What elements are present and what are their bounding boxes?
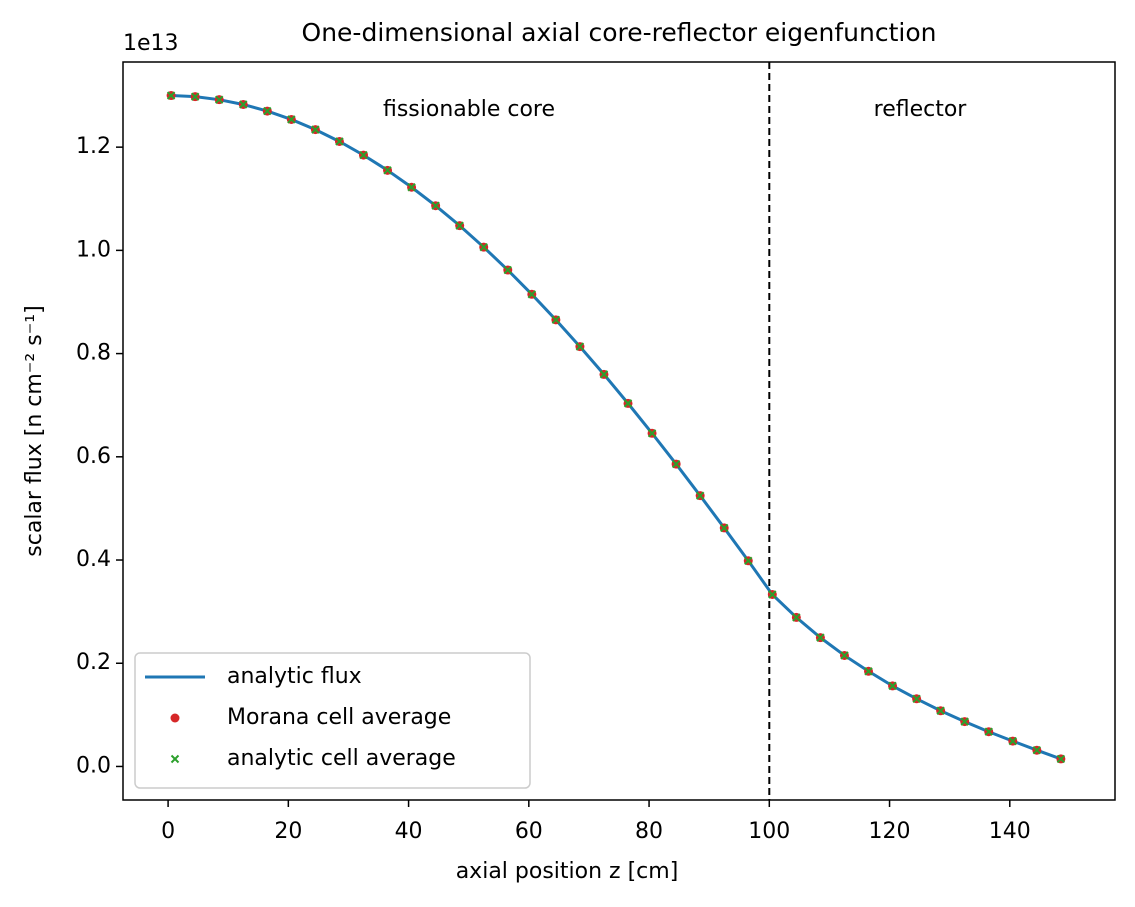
data-point xyxy=(166,91,176,100)
legend-key xyxy=(170,754,180,764)
data-point xyxy=(383,166,392,175)
x-tick-label: 140 xyxy=(989,819,1031,844)
data-point xyxy=(912,694,921,704)
data-point xyxy=(744,556,753,566)
data-point xyxy=(311,125,320,134)
y-tick-label: 0.8 xyxy=(76,341,111,366)
plot-frame xyxy=(122,61,1116,801)
data-point xyxy=(1008,736,1017,746)
data-point xyxy=(190,92,200,101)
x-tick-label: 0 xyxy=(161,819,175,844)
data-point xyxy=(984,727,993,736)
x-tick-label: 60 xyxy=(515,819,543,844)
y-offset-label: 1e13 xyxy=(123,31,179,56)
data-point xyxy=(720,523,729,533)
data-point xyxy=(864,667,873,676)
data-point xyxy=(768,590,777,599)
data-point xyxy=(816,633,825,642)
legend-key xyxy=(170,713,180,723)
data-point xyxy=(287,115,296,124)
data-point xyxy=(671,459,681,469)
data-point xyxy=(407,183,416,192)
y-tick-label: 0.4 xyxy=(76,547,111,572)
data-point xyxy=(623,399,633,408)
data-point xyxy=(214,95,224,104)
data-point xyxy=(647,429,657,438)
data-point xyxy=(359,150,368,160)
data-point xyxy=(551,315,561,325)
data-point xyxy=(335,137,344,146)
data-point xyxy=(263,106,272,116)
y-tick-label: 1.0 xyxy=(76,237,111,262)
x-axis-label: axial position z [cm] xyxy=(456,859,679,884)
y-axis-label: scalar flux [n cm⁻² s⁻¹] xyxy=(22,305,47,556)
data-point xyxy=(936,706,945,715)
chart-title: One-dimensional axial core-reflector eig… xyxy=(302,18,937,47)
data-point xyxy=(599,370,609,379)
data-point xyxy=(1056,754,1066,764)
data-point xyxy=(695,491,705,500)
data-point xyxy=(431,201,440,210)
data-point xyxy=(792,613,801,622)
x-tick-label: 40 xyxy=(395,819,423,844)
data-point xyxy=(1032,745,1042,755)
x-tick-label: 120 xyxy=(869,819,911,844)
data-point xyxy=(888,681,897,691)
y-tick-label: 0.2 xyxy=(76,650,111,675)
legend-box xyxy=(134,652,531,789)
y-tick-label: 0.6 xyxy=(76,444,111,469)
legend-label: analytic flux xyxy=(227,664,362,689)
y-tick-label: 0.0 xyxy=(76,753,111,778)
data-point xyxy=(575,342,585,351)
legend-label: analytic cell average xyxy=(227,746,456,771)
data-point xyxy=(960,717,969,726)
x-tick-label: 80 xyxy=(635,819,663,844)
data-point xyxy=(840,651,849,660)
x-tick-label: 20 xyxy=(274,819,302,844)
data-point xyxy=(503,265,512,275)
data-point xyxy=(527,290,537,299)
x-tick-label: 100 xyxy=(748,819,790,844)
region-label: fissionable core xyxy=(383,97,555,122)
data-point xyxy=(479,242,488,252)
legend-label: Morana cell average xyxy=(227,705,451,730)
data-point xyxy=(455,221,464,230)
data-point xyxy=(239,100,248,109)
y-tick-label: 1.2 xyxy=(76,134,111,159)
region-label: reflector xyxy=(874,97,968,122)
